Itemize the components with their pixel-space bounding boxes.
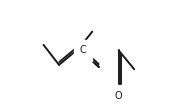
Text: O: O bbox=[115, 91, 123, 101]
Text: C: C bbox=[80, 45, 87, 55]
